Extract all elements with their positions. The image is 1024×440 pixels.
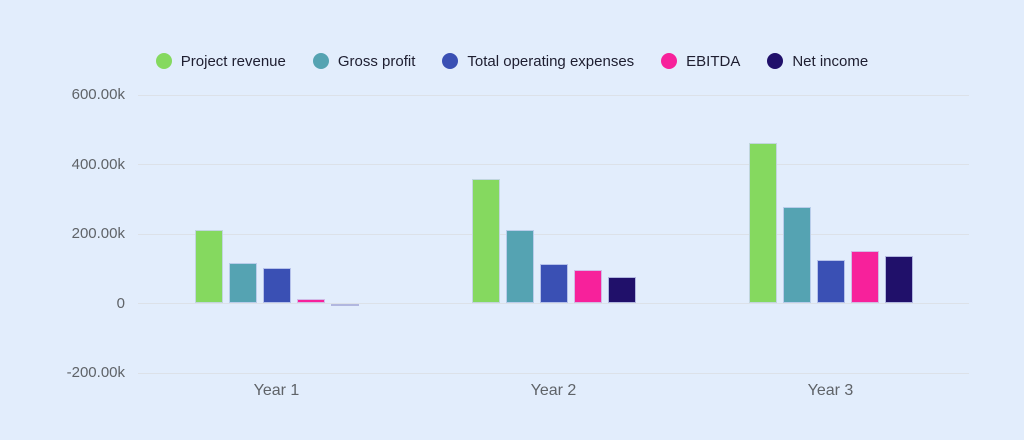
x-axis-tick-label: Year 1 bbox=[253, 382, 300, 399]
legend-item-net-income[interactable]: Net income bbox=[767, 53, 868, 70]
bar-project-revenue-year-1[interactable] bbox=[194, 229, 223, 304]
legend-item-label: Total operating expenses bbox=[467, 52, 635, 70]
legend-color-dot-icon bbox=[155, 53, 172, 69]
bar-net-income-year-2[interactable] bbox=[607, 276, 636, 304]
bar-project-revenue-year-3[interactable] bbox=[748, 142, 777, 304]
bar-ebitda-year-3[interactable] bbox=[850, 250, 879, 304]
gridline bbox=[138, 94, 969, 96]
y-axis-tick-label: 400.00k bbox=[71, 155, 125, 173]
bar-gross-profit-year-3[interactable] bbox=[782, 206, 811, 304]
gridline bbox=[138, 233, 969, 235]
x-axis-tick-label: Year 3 bbox=[807, 382, 854, 399]
bar-total-operating-expenses-year-2[interactable] bbox=[539, 263, 568, 304]
bar-ebitda-year-2[interactable] bbox=[573, 269, 602, 304]
legend-color-dot-icon bbox=[442, 53, 459, 69]
bar-net-income-year-1[interactable] bbox=[330, 303, 359, 306]
legend-item-label: Gross profit bbox=[337, 52, 416, 70]
y-axis-tick-label: 0 bbox=[116, 294, 125, 312]
bar-total-operating-expenses-year-3[interactable] bbox=[816, 259, 845, 304]
legend-color-dot-icon bbox=[312, 53, 329, 69]
legend-item-label: Project revenue bbox=[180, 52, 286, 70]
gridline bbox=[138, 164, 969, 165]
bar-net-income-year-3[interactable] bbox=[884, 256, 913, 304]
y-axis-tick-label: 600.00k bbox=[71, 86, 125, 103]
legend-item-label: Net income bbox=[792, 52, 869, 70]
legend-item-ebitda[interactable]: EBITDA bbox=[661, 53, 740, 70]
y-axis-tick-label: -200.00k bbox=[66, 364, 125, 381]
legend-item-project-revenue[interactable]: Project revenue bbox=[155, 52, 286, 70]
bar-gross-profit-year-1[interactable] bbox=[228, 263, 257, 304]
bar-project-revenue-year-2[interactable] bbox=[471, 179, 500, 304]
bar-gross-profit-year-2[interactable] bbox=[505, 230, 534, 304]
bar-ebitda-year-1[interactable] bbox=[296, 298, 325, 304]
legend-color-dot-icon bbox=[767, 53, 784, 69]
legend-item-gross-profit[interactable]: Gross profit bbox=[312, 52, 416, 70]
legend-item-label: EBITDA bbox=[686, 52, 741, 70]
bar-total-operating-expenses-year-1[interactable] bbox=[262, 267, 291, 304]
legend-color-dot-icon bbox=[661, 53, 678, 69]
gridline bbox=[138, 303, 969, 304]
gridline bbox=[138, 372, 969, 374]
x-axis-tick-label: Year 2 bbox=[530, 382, 577, 399]
legend-item-total-operating-expenses[interactable]: Total operating expenses bbox=[442, 53, 634, 70]
y-axis-tick-label: 200.00k bbox=[71, 225, 125, 242]
chart-legend: Project revenue Gross profit Total operati… bbox=[0, 44, 1024, 78]
